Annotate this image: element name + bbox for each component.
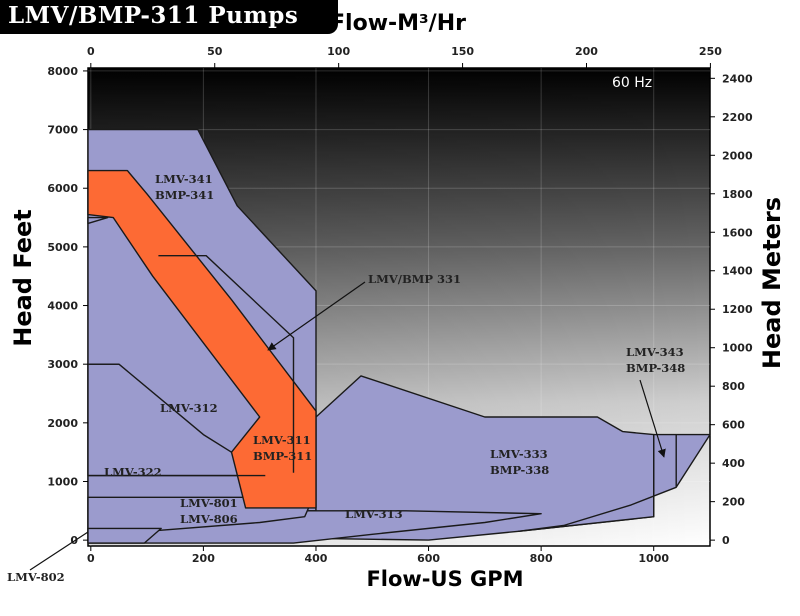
label-lmv-343: LMV-343 xyxy=(626,345,684,359)
y-tick-label-left-7: 7000 xyxy=(47,124,78,137)
x-tick-label-bottom-5: 1000 xyxy=(638,552,669,565)
y-tick-label-right-1: 200 xyxy=(722,496,745,509)
label-lmv-333: LMV-333 xyxy=(490,447,548,461)
y-tick-label-right-5: 1000 xyxy=(722,342,753,355)
region-lmv-311 xyxy=(87,169,317,509)
x-tick-label-bottom-1: 200 xyxy=(192,552,215,565)
y-tick-label-left-4: 4000 xyxy=(47,300,78,313)
region-lmv-343 xyxy=(517,433,711,532)
x-tick-label-top-4: 200 xyxy=(575,45,598,58)
label-bmp-348: BMP-348 xyxy=(626,361,685,375)
label-lmv-312: LMV-312 xyxy=(160,401,218,415)
y-tick-label-right-2: 400 xyxy=(722,457,745,470)
y-tick-label-right-10: 2000 xyxy=(722,149,753,162)
y-axis-title-right: Head Meters xyxy=(758,197,786,369)
y-tick-label-right-4: 800 xyxy=(722,380,745,393)
callout-line-802 xyxy=(29,531,89,571)
label-bmp-311: BMP-311 xyxy=(253,449,312,463)
chart-title: LMV/BMP-311 Pumps xyxy=(8,2,299,29)
label-lmv-806: LMV-806 xyxy=(180,512,238,526)
y-tick-label-right-6: 1200 xyxy=(722,303,753,316)
y-tick-label-right-8: 1600 xyxy=(722,226,753,239)
boundary-lmv-331-inner xyxy=(158,255,295,473)
x-axis-title-bottom: Flow-US GPM xyxy=(366,567,523,591)
region-lmv-322 xyxy=(87,216,109,225)
y-tick-label-right-9: 1800 xyxy=(722,188,753,201)
y-axis-title-left: Head Feet xyxy=(9,209,37,347)
x-tick-label-top-1: 50 xyxy=(207,45,223,58)
label-bmp-338: BMP-338 xyxy=(490,463,549,477)
label-bmp-341: BMP-341 xyxy=(155,188,214,202)
x-tick-label-top-0: 0 xyxy=(87,45,95,58)
label-lmv-802: LMV-802 xyxy=(7,570,65,584)
label-lmv-bmp-331: LMV/BMP 331 xyxy=(368,272,461,286)
x-tick-label-bottom-0: 0 xyxy=(87,552,95,565)
y-tick-label-left-5: 5000 xyxy=(47,241,78,254)
x-tick-label-top-2: 100 xyxy=(327,45,350,58)
x-tick-label-top-5: 250 xyxy=(699,45,722,58)
y-tick-label-left-3: 3000 xyxy=(47,358,78,371)
y-tick-label-right-7: 1400 xyxy=(722,265,753,278)
label-lmv-311: LMV-311 xyxy=(253,433,311,447)
y-tick-label-left-1: 1000 xyxy=(47,475,78,488)
callout-arrow-331 xyxy=(267,281,366,351)
label-lmv-801: LMV-801 xyxy=(180,496,238,510)
y-tick-label-left-6: 6000 xyxy=(47,182,78,195)
y-tick-label-right-12: 2400 xyxy=(722,72,753,85)
y-tick-label-right-11: 2200 xyxy=(722,111,753,124)
label-lmv-313: LMV-313 xyxy=(345,507,403,521)
title-badge: LMV/BMP-311 Pumps xyxy=(0,0,338,34)
x-axis-title-top: Flow-M³/Hr xyxy=(330,11,466,36)
x-tick-label-bottom-4: 800 xyxy=(530,552,553,565)
region-lmv-802 xyxy=(87,527,162,544)
x-tick-label-bottom-2: 400 xyxy=(304,552,327,565)
y-tick-label-right-3: 600 xyxy=(722,419,745,432)
y-tick-label-right-0: 0 xyxy=(722,534,730,547)
x-tick-label-bottom-3: 600 xyxy=(417,552,440,565)
performance-regions xyxy=(87,128,711,544)
label-lmv-322: LMV-322 xyxy=(104,465,162,479)
label-lmv-341: LMV-341 xyxy=(155,172,213,186)
region-labels: LMV-341 BMP-341 LMV/BMP 331 LMV-312 LMV-… xyxy=(7,172,685,584)
y-tick-label-left-8: 8000 xyxy=(47,65,78,78)
frequency-label: 60 Hz xyxy=(612,75,652,91)
x-tick-label-top-3: 150 xyxy=(451,45,474,58)
y-tick-label-left-2: 2000 xyxy=(47,417,78,430)
callout-arrow-343 xyxy=(639,379,666,458)
